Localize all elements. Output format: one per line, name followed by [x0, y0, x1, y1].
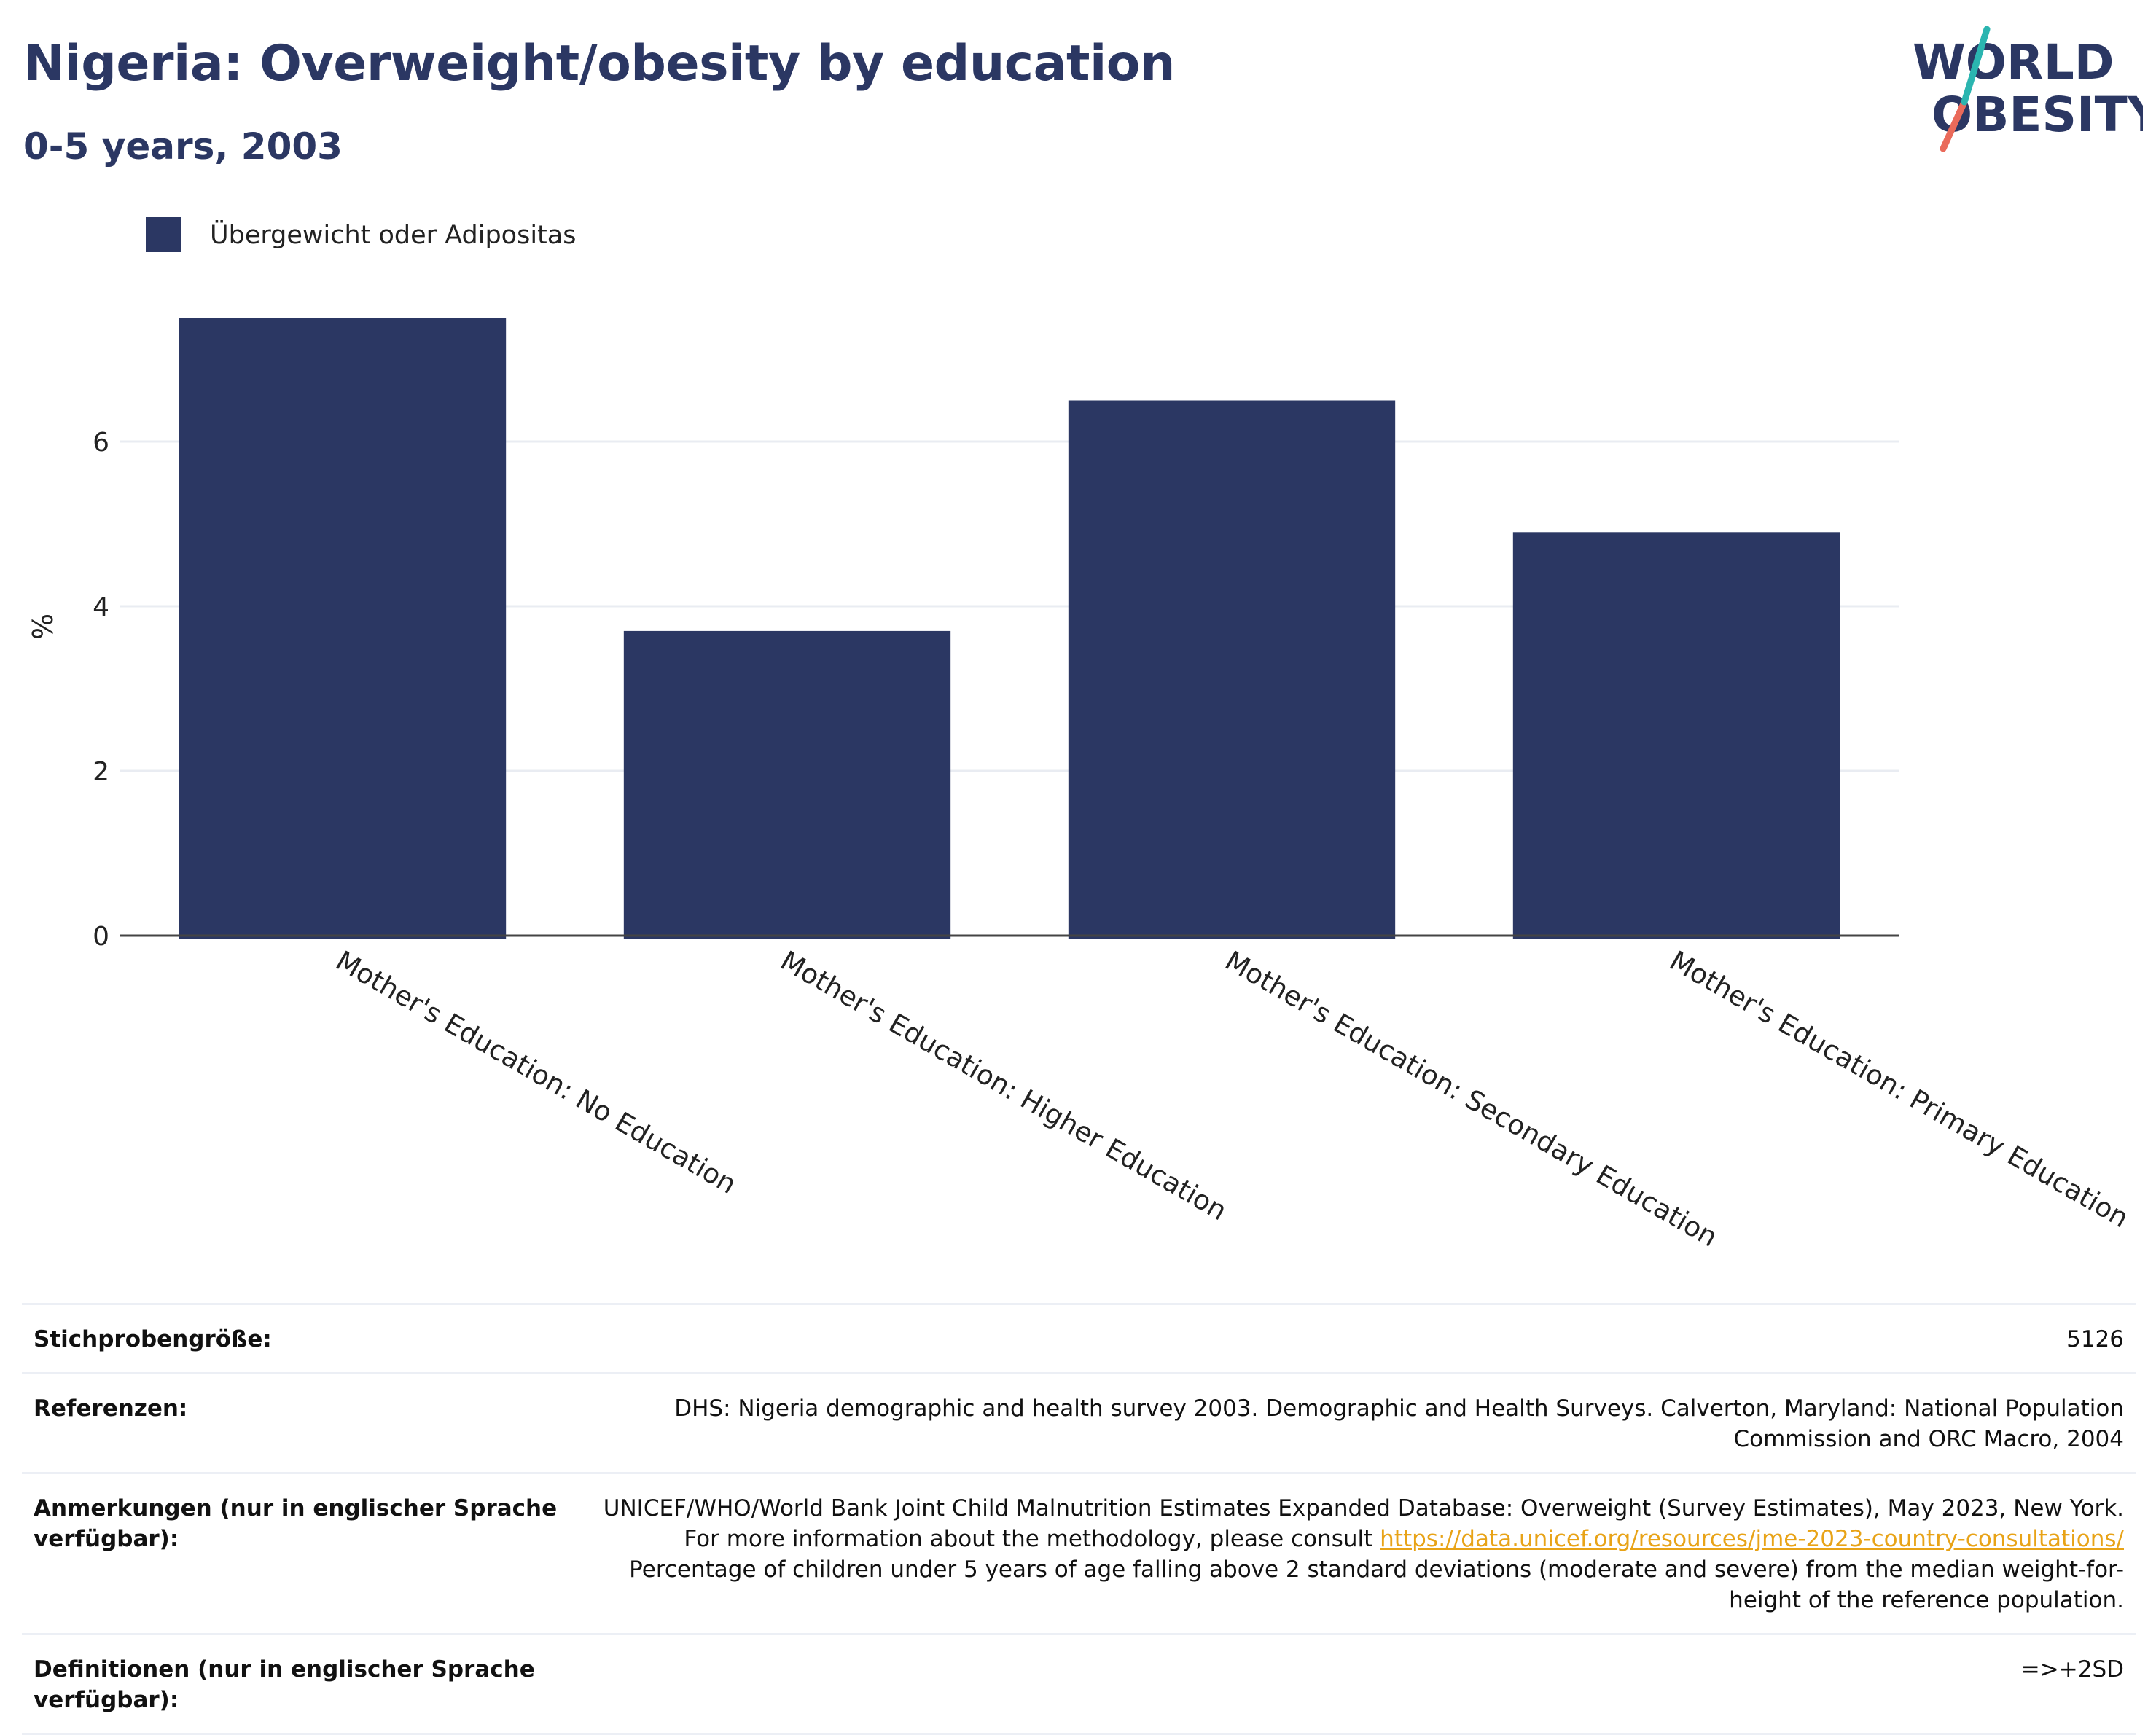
y-tick-label: 0 — [93, 922, 109, 952]
info-value-definitions: =>+2SD — [570, 1633, 2136, 1735]
info-row-notes: Anmerkungen (nur in englischer Sprache v… — [22, 1472, 2136, 1634]
logo-slash-top — [1961, 26, 1991, 106]
x-tick-labels: Mother's Education: No Education Mother's… — [331, 945, 2134, 1253]
world-obesity-logo: WORLD OBESITY — [1913, 26, 2143, 152]
legend: Übergewicht oder Adipositas — [146, 217, 576, 252]
logo-line1: WORLD — [1913, 34, 2114, 90]
info-value-notes: UNICEF/WHO/World Bank Joint Child Malnut… — [570, 1472, 2136, 1634]
chart-subtitle: 0-5 years, 2003 — [23, 125, 343, 168]
x-tick-label: Mother's Education: No Education — [331, 945, 742, 1200]
bars — [120, 318, 1899, 939]
info-row-references: Referenzen: DHS: Nigeria demographic and… — [22, 1372, 2136, 1473]
x-tick-label: Mother's Education: Higher Education — [776, 945, 1233, 1227]
info-row-definitions: Definitionen (nur in englischer Sprache … — [22, 1633, 2136, 1735]
info-value-references: DHS: Nigeria demographic and health surv… — [570, 1372, 2136, 1473]
chart-title: Nigeria: Overweight/obesity by education — [23, 35, 1175, 93]
info-label-definitions: Definitionen (nur in englischer Sprache … — [22, 1633, 570, 1735]
x-tick-label: Mother's Education: Primary Education — [1665, 945, 2134, 1234]
notes-text-before: UNICEF/WHO/World Bank Joint Child Malnut… — [603, 1495, 2124, 1552]
info-label-sample-size: Stichprobengröße: — [22, 1303, 570, 1374]
y-tick-label: 6 — [93, 428, 109, 458]
logo-slash-bottom — [1940, 98, 1968, 152]
info-value-sample-size: 5126 — [570, 1303, 2136, 1374]
info-label-notes: Anmerkungen (nur in englischer Sprache v… — [22, 1472, 570, 1634]
y-tick-labels: 0 2 4 6 — [93, 428, 109, 952]
legend-swatch — [146, 217, 181, 252]
notes-text-after: Percentage of children under 5 years of … — [629, 1556, 2124, 1613]
bar — [1068, 400, 1396, 939]
bar — [623, 630, 951, 939]
y-tick-label: 2 — [93, 757, 109, 787]
info-row-sample-size: Stichprobengröße: 5126 — [22, 1303, 2136, 1374]
y-axis-label: % — [27, 614, 59, 640]
info-label-references: Referenzen: — [22, 1372, 570, 1473]
bar-chart: Übergewicht oder Adipositas % 0 2 4 6 Mothe… — [27, 217, 2134, 1253]
bar — [1512, 532, 1840, 939]
x-tick-label: Mother's Education: Secondary Education — [1220, 945, 1723, 1253]
notes-link[interactable]: https://data.unicef.org/resources/jme-20… — [1380, 1526, 2124, 1552]
bar — [179, 318, 507, 939]
y-tick-label: 4 — [93, 592, 109, 622]
info-table: Stichprobengröße: 5126 Referenzen: DHS: … — [22, 1303, 2136, 1735]
legend-label: Übergewicht oder Adipositas — [210, 219, 576, 250]
